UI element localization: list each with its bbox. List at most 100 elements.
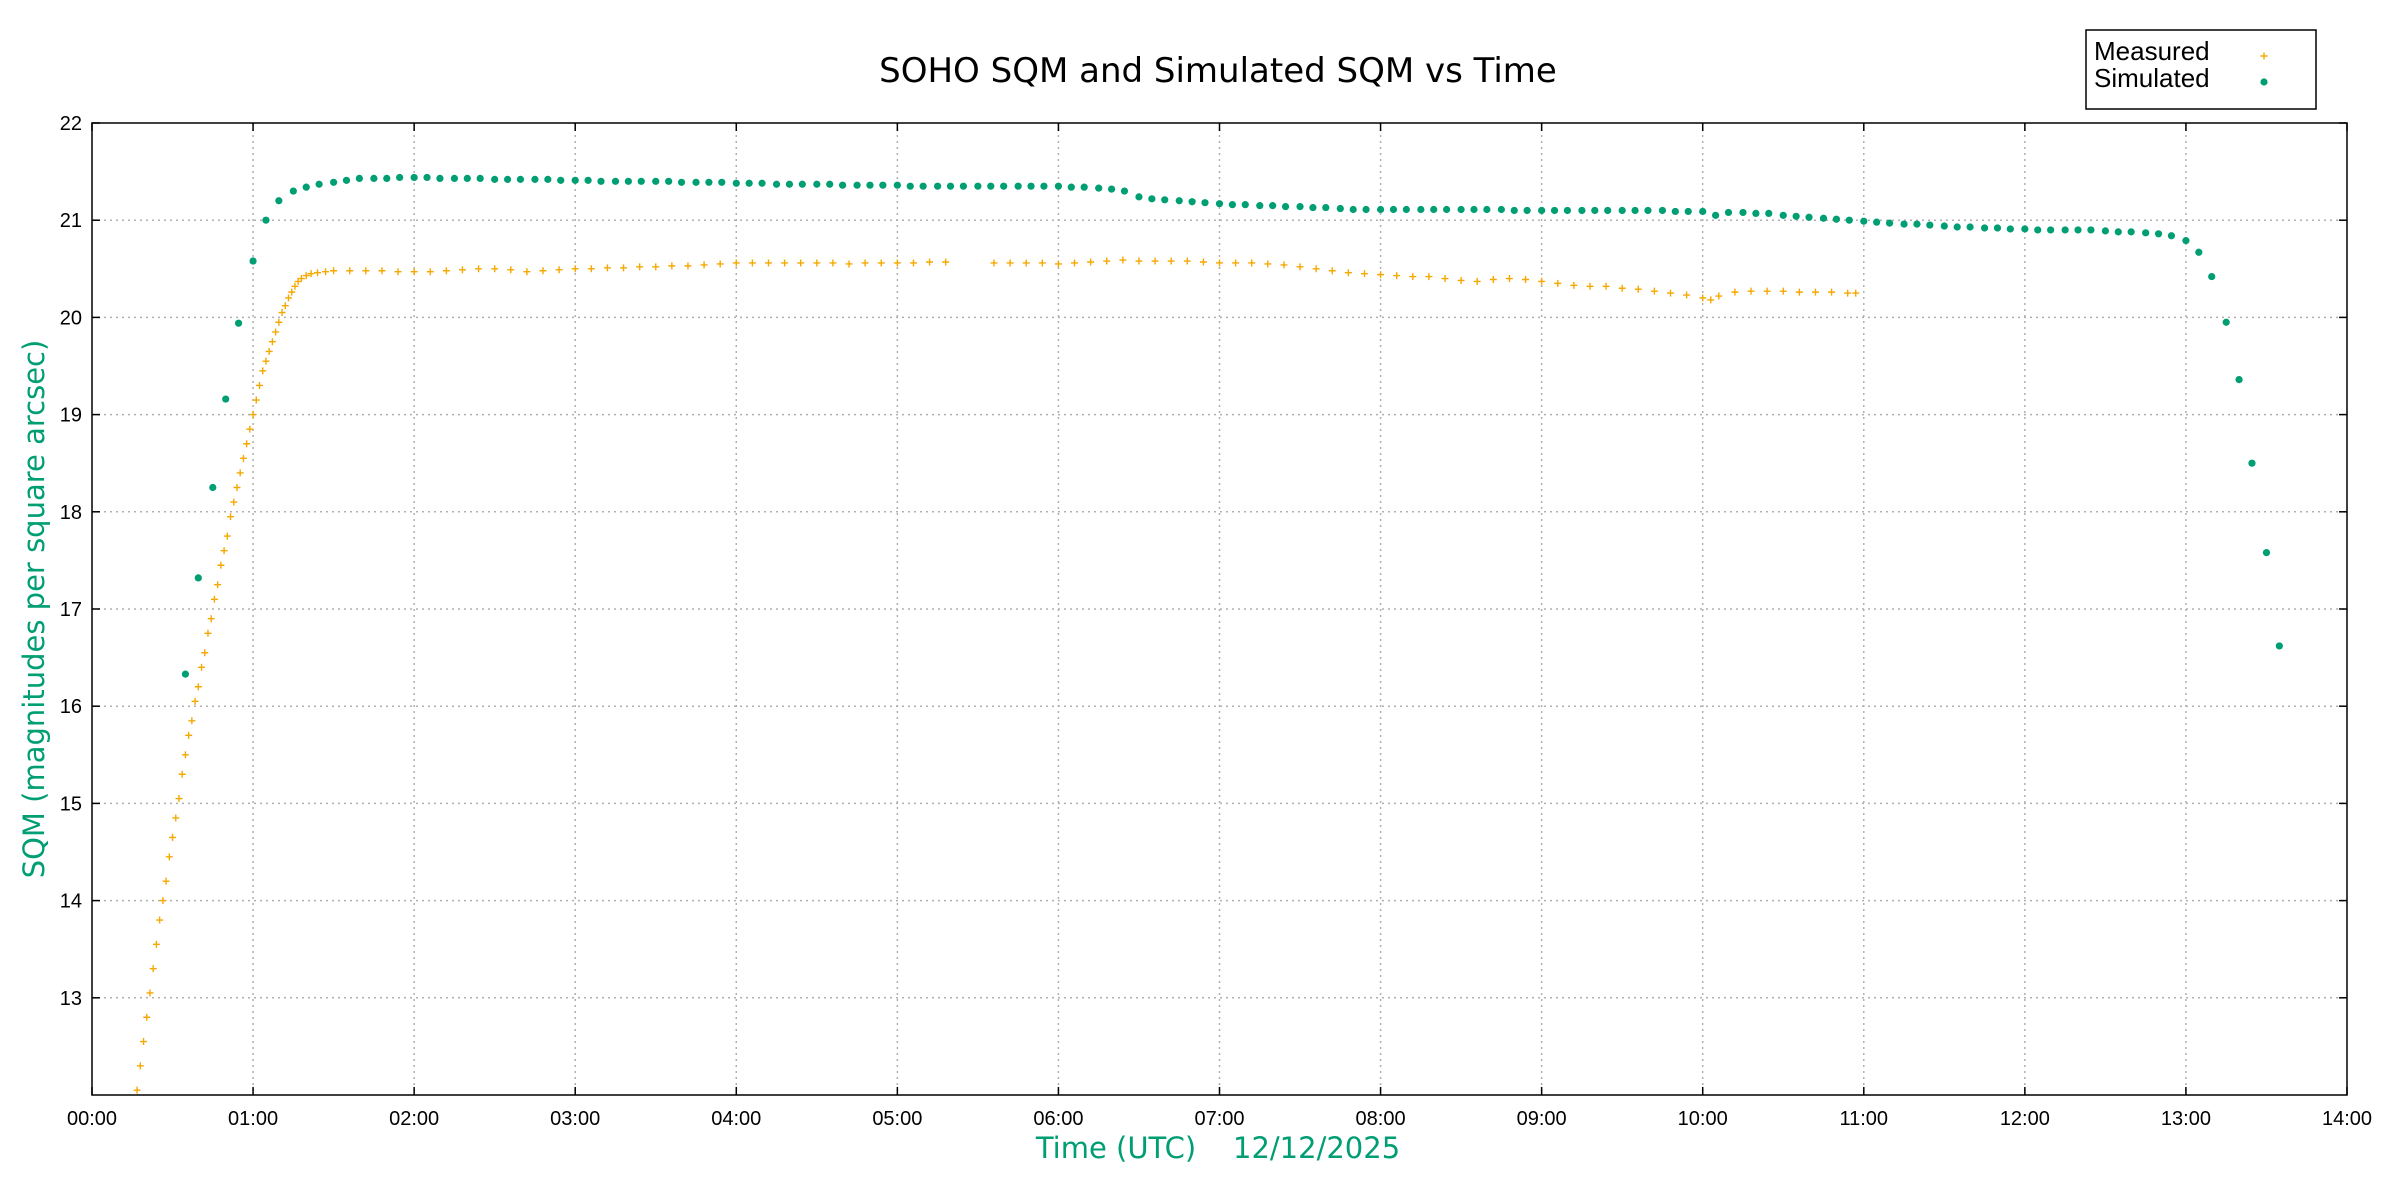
measured-point xyxy=(143,1013,151,1021)
grid-lines xyxy=(92,123,2347,1095)
measured-point xyxy=(1489,275,1497,283)
simulated-point xyxy=(1014,182,1022,190)
simulated-point xyxy=(2101,227,2109,235)
measured-point xyxy=(442,267,450,275)
measured-point xyxy=(1779,287,1787,295)
simulated-point xyxy=(611,177,620,185)
measured-point xyxy=(491,265,499,273)
simulated-point xyxy=(1604,206,1612,215)
measured-point xyxy=(302,272,310,280)
simulated-point xyxy=(1336,204,1344,213)
measured-point xyxy=(262,357,270,365)
simulated-point xyxy=(906,182,914,190)
y-tick-label: 13 xyxy=(60,988,82,1010)
simulated-point xyxy=(1538,206,1546,215)
measured-point xyxy=(165,853,173,861)
simulated-point xyxy=(1860,217,1868,225)
x-axis-label: Time (UTC) 12/12/2025 xyxy=(1035,1131,1400,1165)
measured-point xyxy=(684,262,692,270)
measured-point xyxy=(926,258,934,266)
legend-markers xyxy=(2260,52,2268,86)
simulated-point xyxy=(1241,201,1249,209)
simulated-point xyxy=(2235,376,2243,384)
measured-point xyxy=(1457,276,1465,284)
measured-point xyxy=(394,268,402,276)
measured-point xyxy=(285,294,293,302)
measured-point xyxy=(1650,287,1658,295)
simulated-point xyxy=(571,176,579,184)
simulated-point xyxy=(946,182,955,190)
y-tick-label: 16 xyxy=(60,696,82,718)
measured-point xyxy=(990,259,998,267)
x-tick-label: 06:00 xyxy=(1033,1108,1083,1130)
simulated-point xyxy=(1631,206,1639,215)
simulated-point xyxy=(934,182,942,190)
measured-point xyxy=(1409,273,1417,281)
measured-point xyxy=(172,814,180,822)
measured-point xyxy=(330,267,338,275)
simulated-point xyxy=(1201,199,1209,207)
measured-point xyxy=(748,259,756,267)
simulated-point xyxy=(1457,205,1465,214)
simulated-point xyxy=(584,176,592,184)
simulated-point xyxy=(383,174,391,183)
simulated-point xyxy=(745,179,753,187)
simulated-point xyxy=(1430,205,1438,214)
measured-point xyxy=(243,440,251,448)
simulated-point xyxy=(853,181,861,189)
simulated-point xyxy=(637,177,645,185)
simulated-point xyxy=(1819,214,1828,222)
simulated-point xyxy=(1591,206,1599,215)
simulated-point xyxy=(503,175,512,183)
measured-point xyxy=(346,267,354,275)
measured-point xyxy=(1763,287,1771,295)
simulated-point xyxy=(2127,228,2135,236)
measured-point xyxy=(1119,256,1127,264)
simulated-point xyxy=(826,180,834,188)
measured-point xyxy=(652,263,660,271)
measured-point xyxy=(1377,271,1385,279)
simulated-point xyxy=(2248,459,2256,467)
simulated-point xyxy=(1376,205,1385,214)
simulated-point xyxy=(1845,216,1853,224)
simulated-point xyxy=(557,176,565,184)
simulated-point xyxy=(2182,237,2190,245)
simulated-point xyxy=(1805,213,1813,221)
simulated-point xyxy=(1765,209,1773,217)
simulated-point xyxy=(1900,220,1908,228)
measured-point xyxy=(1280,261,1288,269)
measured-point xyxy=(1667,289,1674,297)
legend-marker-measured xyxy=(2260,52,2268,60)
simulated-point xyxy=(1095,184,1103,192)
measured-point xyxy=(1747,287,1755,295)
simulated-point xyxy=(1443,205,1451,214)
measured-point xyxy=(201,649,209,657)
measured-point xyxy=(207,615,215,623)
simulated-point xyxy=(1724,208,1733,217)
measured-point xyxy=(475,265,483,273)
measured-point xyxy=(1852,289,1860,297)
simulated-point xyxy=(838,181,847,189)
x-tick-label: 14:00 xyxy=(2322,1108,2372,1130)
measured-point xyxy=(194,683,202,691)
measured-point xyxy=(845,260,853,268)
simulated-point xyxy=(1040,182,1048,190)
measured-point xyxy=(272,328,280,336)
measured-point xyxy=(169,833,177,841)
measured-point xyxy=(246,425,254,433)
simulated-point xyxy=(2034,226,2042,234)
simulated-point xyxy=(718,178,726,186)
measured-point xyxy=(1570,281,1578,289)
measured-point xyxy=(1602,282,1610,290)
simulated-point xyxy=(2222,318,2230,326)
y-tick-label: 15 xyxy=(60,793,82,815)
chart-title: SOHO SQM and Simulated SQM vs Time xyxy=(879,51,1557,91)
measured-point xyxy=(1683,291,1691,299)
x-tick-label: 02:00 xyxy=(389,1108,439,1130)
measured-point xyxy=(1344,269,1352,277)
simulated-point xyxy=(1699,207,1707,216)
simulated-point xyxy=(2262,549,2271,557)
simulated-point xyxy=(181,670,190,678)
